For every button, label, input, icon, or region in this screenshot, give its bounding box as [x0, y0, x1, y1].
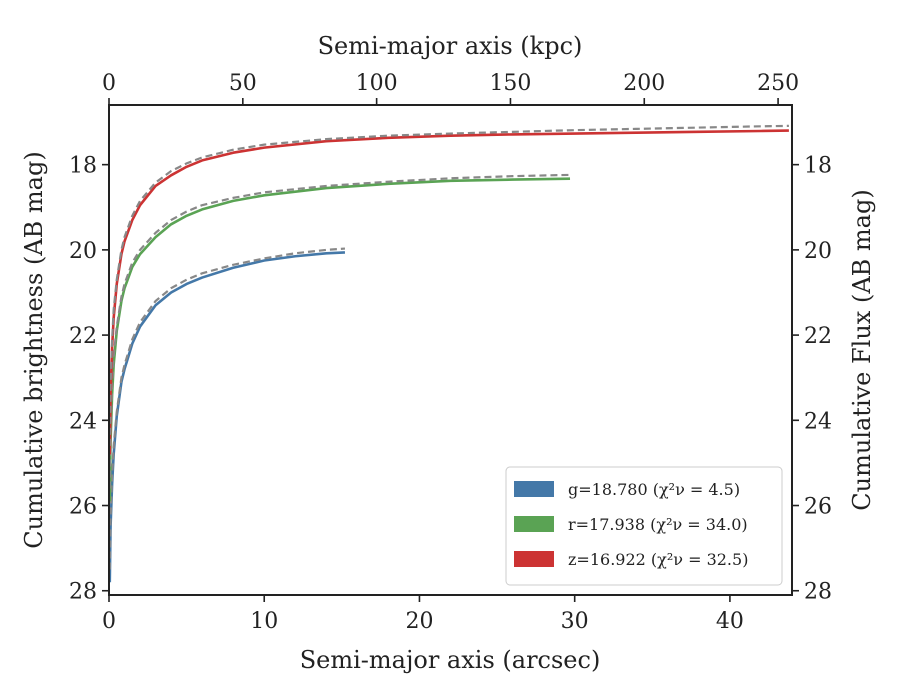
x2-tick-label: 0: [102, 71, 116, 96]
y2-tick-label: 24: [804, 409, 832, 434]
y-axis-label: Cumulative brightness (AB mag): [20, 151, 48, 548]
y2-tick-label: 28: [804, 580, 832, 605]
legend-entry-z: z=16.922 (χ²ν = 32.5): [568, 550, 748, 569]
x-tick-label: 20: [405, 609, 433, 634]
plot-area: [109, 124, 789, 583]
y-tick-label: 28: [69, 580, 97, 605]
model-line-g: [109, 247, 346, 570]
model-line-r: [109, 173, 571, 489]
legend: g=18.780 (χ²ν = 4.5) r=17.938 (χ²ν = 34.0…: [505, 466, 783, 586]
legend-entry-g: g=18.780 (χ²ν = 4.5): [568, 480, 740, 499]
series-line-r: [109, 177, 571, 502]
y2-axis-label: Cumulative Flux (AB mag): [848, 189, 876, 510]
x2-tick-label: 50: [229, 71, 257, 96]
x2-tick-label: 250: [757, 71, 799, 96]
y2-tick-label: 22: [804, 324, 832, 349]
x2-axis-label: Semi-major axis (kpc): [318, 32, 583, 60]
series-group: [109, 124, 789, 583]
y-tick-label: 26: [69, 495, 97, 520]
series-line-g: [109, 251, 346, 583]
y-tick-label: 20: [69, 239, 97, 264]
x-tick-label: 40: [716, 609, 744, 634]
y-tick-label: 24: [69, 409, 97, 434]
x-tick-label: 30: [561, 609, 589, 634]
x-tick-label: 10: [250, 609, 278, 634]
legend-box: [505, 466, 783, 586]
series-line-z: [109, 129, 789, 455]
y2-tick-label: 26: [804, 495, 832, 520]
legend-swatch-z: [514, 551, 554, 567]
x-axis-label: Semi-major axis (arcsec): [300, 646, 601, 674]
x2-tick-label: 200: [623, 71, 665, 96]
x-tick-label: 0: [102, 609, 116, 634]
axes-frame: [108, 104, 793, 596]
legend-entry-r: r=17.938 (χ²ν = 34.0): [568, 515, 748, 534]
axes: 0 10 20 30 40 0 50 100 150 200 250 18 18 20 20 22 22 24 24…: [69, 71, 832, 634]
y2-tick-label: 18: [804, 154, 832, 179]
y2-tick-label: 20: [804, 239, 832, 264]
y-tick-label: 22: [69, 324, 97, 349]
model-line-z: [109, 124, 789, 446]
x2-tick-label: 150: [489, 71, 531, 96]
x2-tick-label: 100: [356, 71, 398, 96]
legend-swatch-g: [514, 481, 554, 497]
legend-swatch-r: [514, 516, 554, 532]
y-tick-label: 18: [69, 154, 97, 179]
